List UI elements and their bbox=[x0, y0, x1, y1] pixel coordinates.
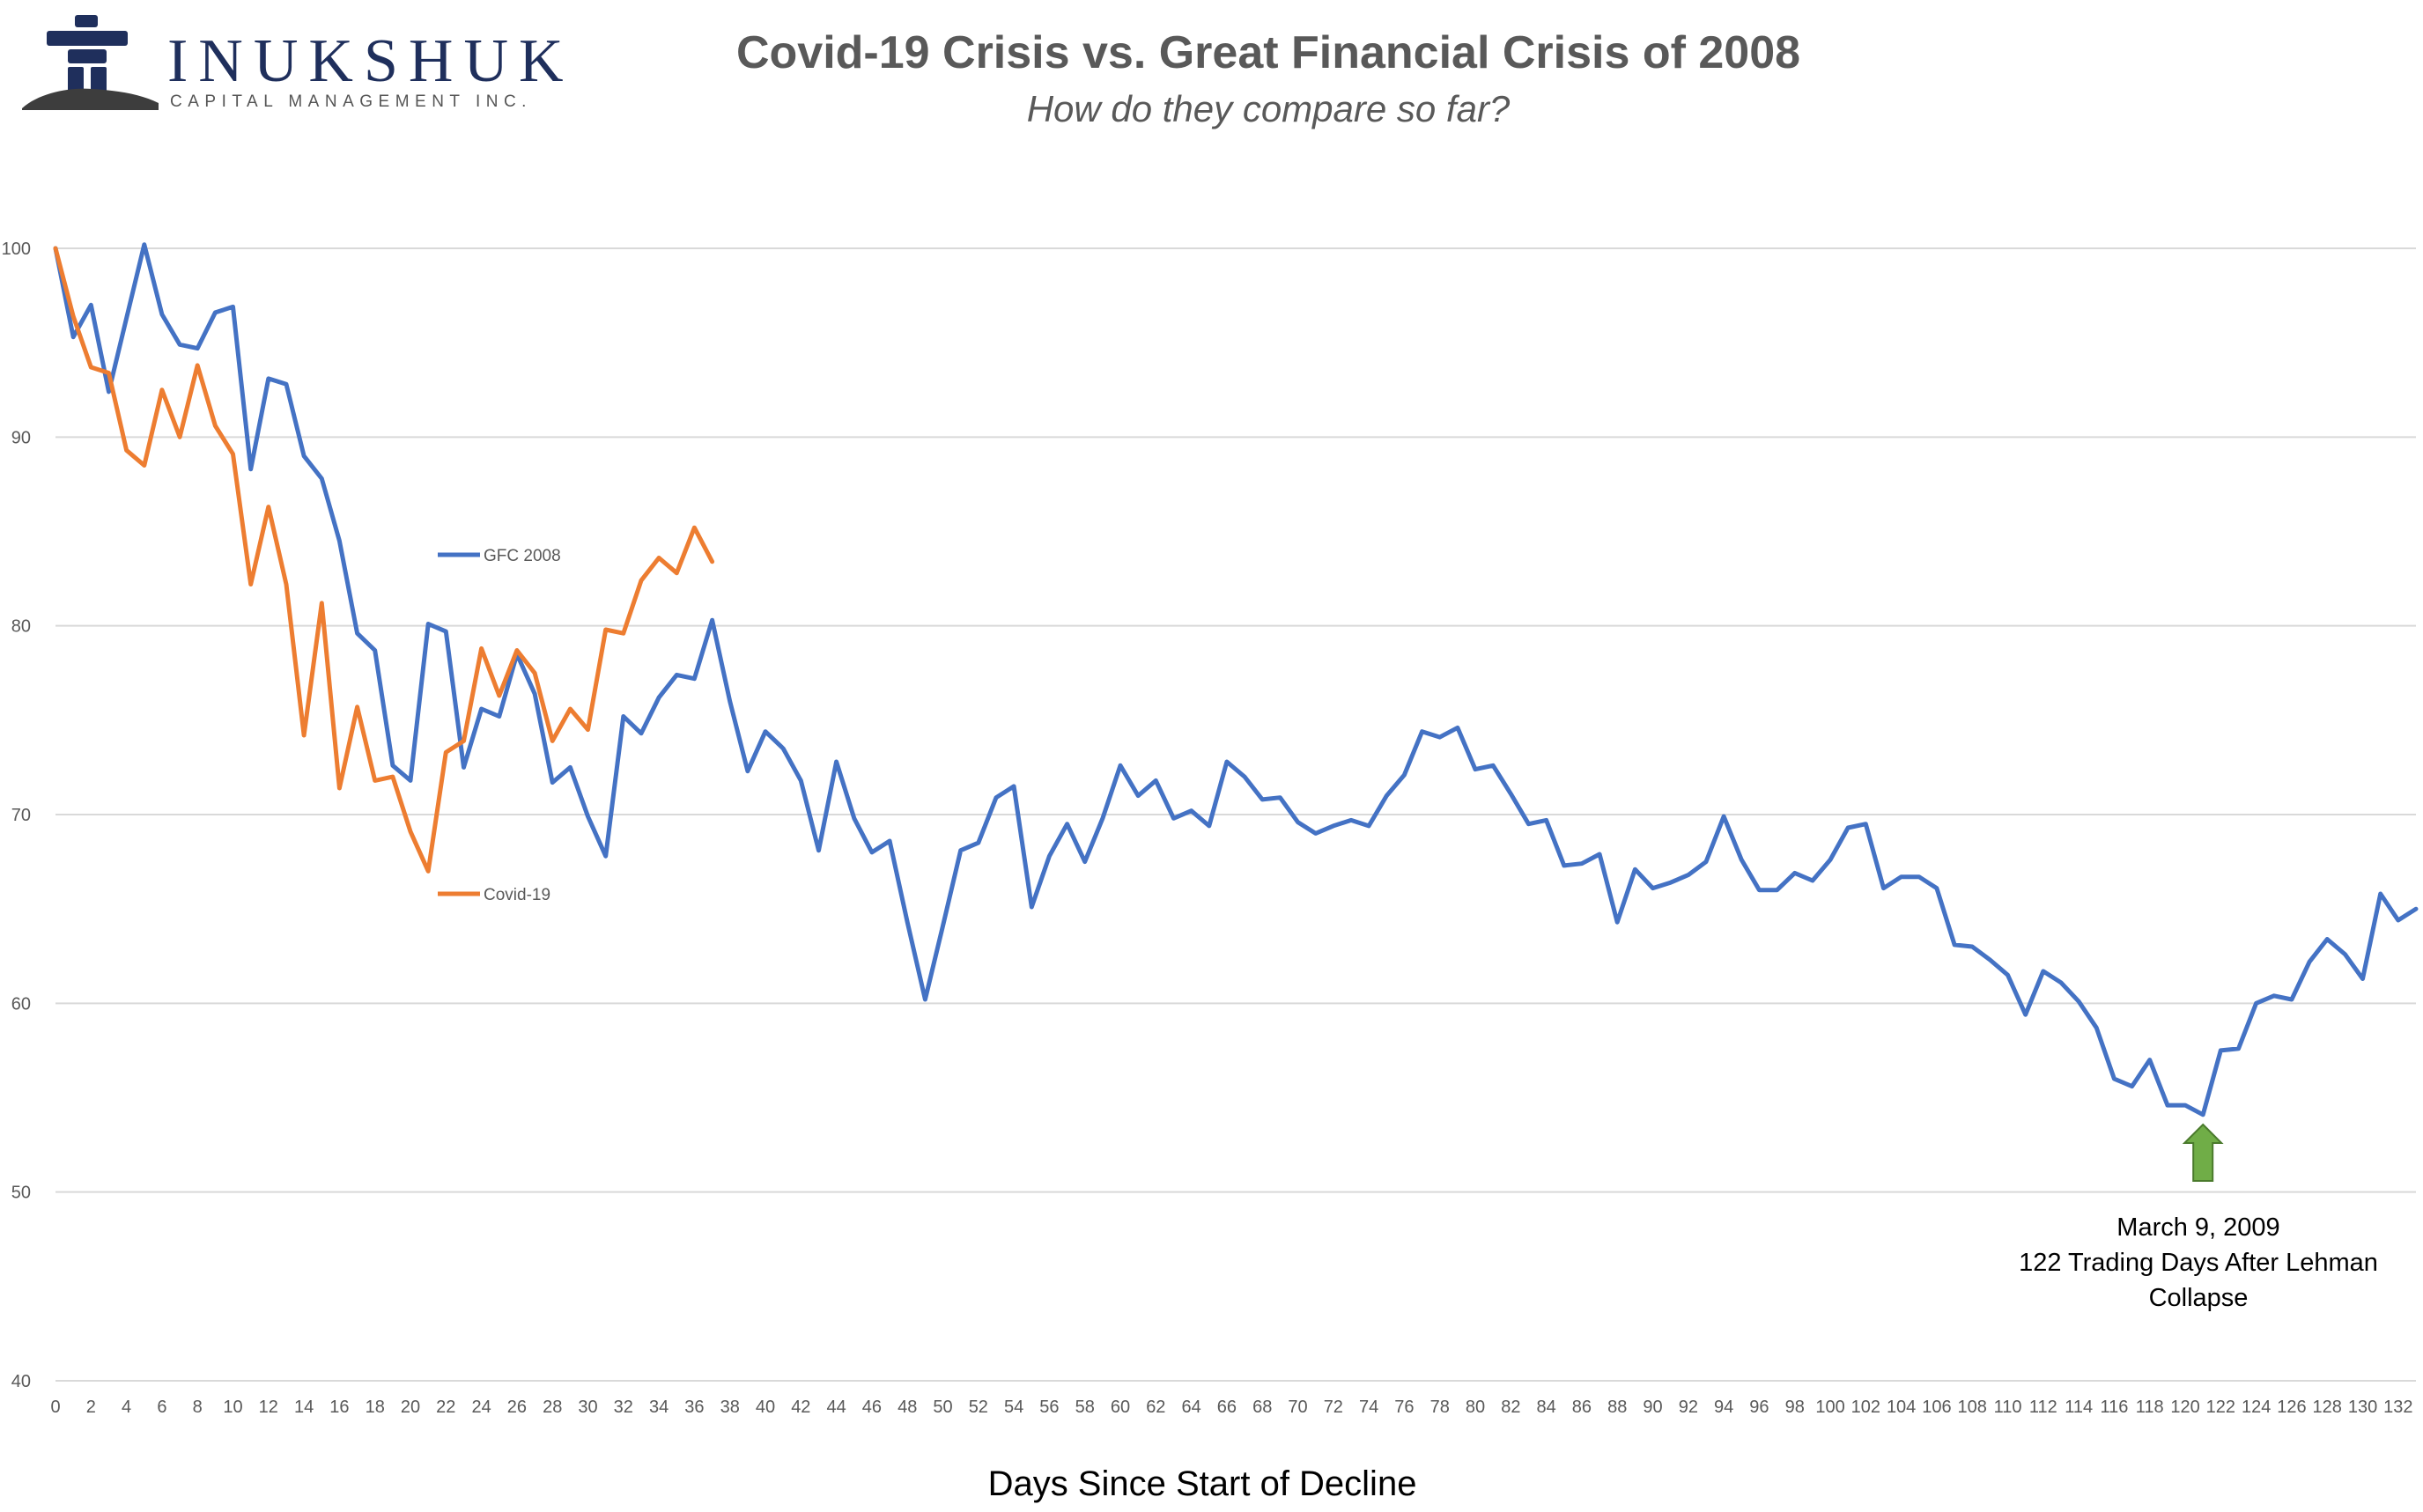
x-tick-label: 70 bbox=[1288, 1398, 1307, 1417]
chart-subtitle: How do they compare so far? bbox=[1026, 88, 1511, 129]
x-tick-label: 118 bbox=[2136, 1398, 2164, 1417]
chart-title: Covid-19 Crisis vs. Great Financial Cris… bbox=[735, 27, 1801, 78]
x-tick-label: 68 bbox=[1252, 1398, 1272, 1417]
annotation-line: Collapse bbox=[2149, 1284, 2249, 1312]
y-tick-label: 40 bbox=[11, 1372, 31, 1391]
x-axis-label: Days Since Start of Decline bbox=[987, 1464, 1417, 1503]
x-tick-label: 0 bbox=[50, 1398, 60, 1417]
x-tick-label: 44 bbox=[826, 1398, 846, 1417]
x-tick-label: 56 bbox=[1039, 1398, 1059, 1417]
x-tick-label: 104 bbox=[1887, 1398, 1916, 1417]
x-tick-label: 88 bbox=[1607, 1398, 1627, 1417]
x-tick-label: 98 bbox=[1785, 1398, 1805, 1417]
x-tick-label: 50 bbox=[933, 1398, 952, 1417]
x-tick-label: 86 bbox=[1572, 1398, 1592, 1417]
x-tick-label: 82 bbox=[1501, 1398, 1520, 1417]
x-tick-label: 34 bbox=[649, 1398, 669, 1417]
x-tick-label: 4 bbox=[122, 1398, 131, 1417]
x-tick-label: 126 bbox=[2277, 1398, 2306, 1417]
x-tick-label: 80 bbox=[1466, 1398, 1485, 1417]
x-tick-label: 14 bbox=[294, 1398, 314, 1417]
y-tick-label: 70 bbox=[11, 806, 31, 825]
x-tick-label: 96 bbox=[1749, 1398, 1769, 1417]
up-arrow-icon bbox=[2182, 1123, 2224, 1182]
annotation-line: March 9, 2009 bbox=[2116, 1213, 2279, 1242]
x-tick-label: 42 bbox=[791, 1398, 810, 1417]
legend-label-0: GFC 2008 bbox=[484, 547, 561, 565]
y-tick-label: 60 bbox=[11, 994, 31, 1014]
x-axis-ticks: 0 2 4 6 8 10 12 14 16 18 20 22 24 26 28 30 32 34 36 38 40 42 4… bbox=[50, 1398, 2412, 1417]
y-tick-label: 50 bbox=[11, 1184, 31, 1203]
y-tick-label: 80 bbox=[11, 617, 31, 637]
x-tick-label: 132 bbox=[2383, 1398, 2412, 1417]
series-labels: GFC 2008 Covid-19 bbox=[438, 547, 561, 904]
x-tick-label: 28 bbox=[543, 1398, 562, 1417]
series-lines bbox=[53, 242, 2419, 1117]
x-tick-label: 22 bbox=[436, 1398, 455, 1417]
x-tick-label: 64 bbox=[1181, 1398, 1200, 1417]
x-tick-label: 12 bbox=[259, 1398, 278, 1417]
x-tick-label: 110 bbox=[1994, 1398, 2022, 1417]
series-line-1 bbox=[53, 246, 715, 874]
x-tick-label: 52 bbox=[969, 1398, 988, 1417]
x-tick-label: 130 bbox=[2348, 1398, 2377, 1417]
logo-name: INUKSHUK bbox=[167, 27, 574, 95]
x-tick-label: 92 bbox=[1679, 1398, 1698, 1417]
x-tick-label: 8 bbox=[193, 1398, 203, 1417]
x-tick-label: 78 bbox=[1430, 1398, 1450, 1417]
inukshuk-logo: INUKSHUK CAPITAL MANAGEMENT INC. bbox=[22, 13, 564, 119]
x-tick-label: 90 bbox=[1643, 1398, 1662, 1417]
x-tick-label: 76 bbox=[1394, 1398, 1414, 1417]
x-tick-label: 114 bbox=[2065, 1398, 2093, 1417]
x-tick-label: 2 bbox=[86, 1398, 96, 1417]
x-tick-label: 24 bbox=[471, 1398, 491, 1417]
x-tick-label: 18 bbox=[366, 1398, 385, 1417]
legend-label-1: Covid-19 bbox=[484, 886, 550, 904]
x-tick-label: 120 bbox=[2170, 1398, 2199, 1417]
gridlines bbox=[55, 247, 2416, 1382]
logo-subtitle: CAPITAL MANAGEMENT INC. bbox=[170, 92, 532, 111]
x-tick-label: 94 bbox=[1714, 1398, 1733, 1417]
y-axis-ticks: 40 50 60 70 80 90 100 bbox=[2, 240, 31, 1391]
x-tick-label: 84 bbox=[1537, 1398, 1556, 1417]
x-tick-label: 60 bbox=[1111, 1398, 1130, 1417]
x-tick-label: 16 bbox=[329, 1398, 349, 1417]
x-tick-label: 38 bbox=[720, 1398, 740, 1417]
x-tick-label: 106 bbox=[1922, 1398, 1951, 1417]
x-tick-label: 36 bbox=[684, 1398, 704, 1417]
x-tick-label: 46 bbox=[862, 1398, 882, 1417]
x-tick-label: 32 bbox=[614, 1398, 633, 1417]
x-tick-label: 48 bbox=[898, 1398, 917, 1417]
y-tick-label: 100 bbox=[2, 240, 31, 259]
annotation-line: 122 Trading Days After Lehman bbox=[2019, 1249, 2378, 1277]
series-line-0 bbox=[53, 242, 2419, 1117]
x-tick-label: 122 bbox=[2206, 1398, 2235, 1417]
inukshuk-figure-icon bbox=[22, 15, 159, 110]
annotations: March 9, 2009 122 Trading Days After Lehm… bbox=[2019, 1123, 2378, 1312]
x-tick-label: 54 bbox=[1004, 1398, 1023, 1417]
x-tick-label: 26 bbox=[507, 1398, 527, 1417]
x-tick-label: 20 bbox=[401, 1398, 420, 1417]
x-tick-label: 58 bbox=[1075, 1398, 1095, 1417]
x-tick-label: 112 bbox=[2029, 1398, 2057, 1417]
x-tick-label: 66 bbox=[1217, 1398, 1237, 1417]
x-tick-label: 74 bbox=[1359, 1398, 1378, 1417]
x-tick-label: 108 bbox=[1958, 1398, 1987, 1417]
x-tick-label: 100 bbox=[1815, 1398, 1844, 1417]
x-tick-label: 40 bbox=[756, 1398, 775, 1417]
x-tick-label: 116 bbox=[2100, 1398, 2128, 1417]
x-tick-label: 6 bbox=[157, 1398, 166, 1417]
x-tick-label: 62 bbox=[1146, 1398, 1165, 1417]
x-tick-label: 30 bbox=[578, 1398, 597, 1417]
y-tick-label: 90 bbox=[11, 428, 31, 447]
x-tick-label: 102 bbox=[1851, 1398, 1880, 1417]
x-tick-label: 72 bbox=[1324, 1398, 1343, 1417]
x-tick-label: 10 bbox=[223, 1398, 242, 1417]
x-tick-label: 128 bbox=[2313, 1398, 2342, 1417]
x-tick-label: 124 bbox=[2242, 1398, 2271, 1417]
